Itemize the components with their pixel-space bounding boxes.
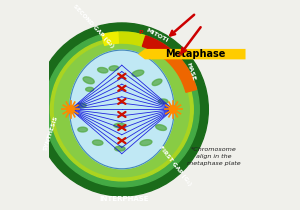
Text: metaphase plate: metaphase plate xyxy=(187,161,240,166)
Text: A: A xyxy=(178,52,183,57)
Circle shape xyxy=(55,42,189,177)
Text: align in the: align in the xyxy=(196,154,231,159)
Wedge shape xyxy=(142,36,172,59)
Ellipse shape xyxy=(98,67,108,73)
Ellipse shape xyxy=(115,146,125,151)
Ellipse shape xyxy=(132,70,144,76)
Circle shape xyxy=(67,106,74,113)
Ellipse shape xyxy=(158,99,168,104)
Text: HASE: HASE xyxy=(186,62,196,81)
Text: P: P xyxy=(139,30,143,34)
Text: MITOTI: MITOTI xyxy=(145,27,169,43)
Text: SYNTHESIS: SYNTHESIS xyxy=(42,116,58,152)
Ellipse shape xyxy=(152,79,162,85)
Ellipse shape xyxy=(85,87,94,91)
Text: Metaphase: Metaphase xyxy=(165,49,225,59)
Ellipse shape xyxy=(114,123,126,128)
Ellipse shape xyxy=(92,140,103,145)
Ellipse shape xyxy=(83,77,94,84)
Circle shape xyxy=(44,32,199,187)
Ellipse shape xyxy=(140,140,152,146)
Wedge shape xyxy=(164,50,196,92)
Ellipse shape xyxy=(70,50,174,169)
Circle shape xyxy=(35,23,208,196)
Ellipse shape xyxy=(77,103,86,108)
Text: SECOND GAP (G₂): SECOND GAP (G₂) xyxy=(72,3,115,49)
Text: *Chromosome: *Chromosome xyxy=(190,147,236,152)
Ellipse shape xyxy=(156,125,167,130)
Ellipse shape xyxy=(109,66,118,71)
Wedge shape xyxy=(118,32,146,46)
Circle shape xyxy=(50,38,193,181)
Wedge shape xyxy=(102,32,118,45)
Text: INTERPHASE: INTERPHASE xyxy=(99,196,148,202)
Polygon shape xyxy=(138,49,245,59)
Circle shape xyxy=(169,106,177,113)
Ellipse shape xyxy=(78,127,88,132)
Text: FIRST GAP (G₁): FIRST GAP (G₁) xyxy=(158,145,192,187)
